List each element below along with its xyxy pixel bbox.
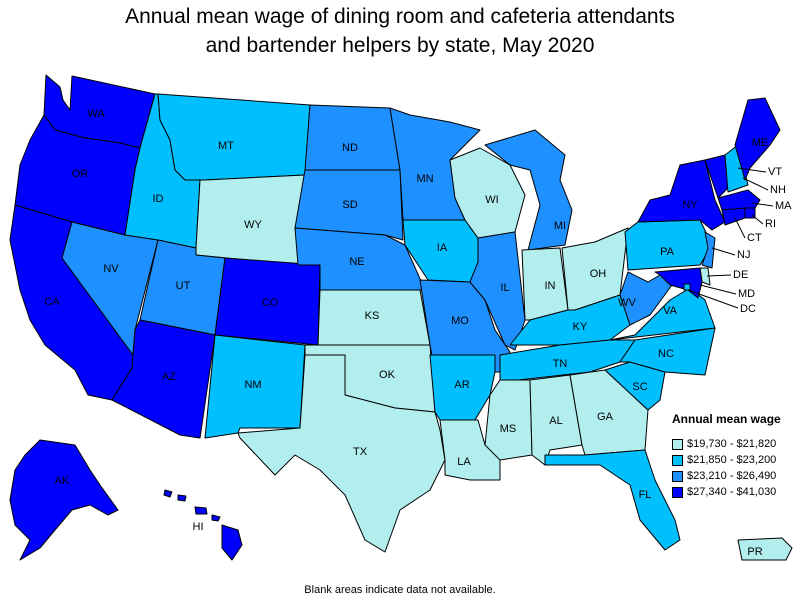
label-ri: RI [765, 218, 776, 230]
label-va: VA [663, 305, 678, 317]
state-az[interactable] [111, 319, 216, 439]
state-ma[interactable] [717, 189, 761, 211]
label-nc: NC [658, 348, 674, 360]
state-la[interactable] [439, 419, 501, 481]
legend-title: Annual mean wage [672, 412, 781, 426]
label-mi: MI [554, 220, 566, 232]
state-mi[interactable] [484, 129, 573, 251]
map-title-line-1: Annual mean wage of dining room and cafe… [125, 5, 675, 28]
state-nj[interactable] [701, 231, 716, 269]
state-nc[interactable] [619, 327, 716, 376]
label-il: IL [500, 282, 509, 294]
label-ca: CA [44, 296, 60, 308]
label-sc: SC [632, 381, 647, 393]
label-ma: MA [775, 200, 792, 212]
label-wa: WA [87, 108, 105, 120]
label-ne: NE [349, 256, 364, 268]
legend-item-4: $27,340 - $41,030 [672, 484, 800, 500]
legend-swatch-1 [672, 438, 683, 450]
state-hi[interactable] [163, 489, 243, 561]
label-mn: MN [416, 173, 433, 185]
state-nh[interactable] [724, 144, 749, 193]
label-sd: SD [342, 199, 357, 211]
label-or: OR [72, 168, 89, 180]
label-ms: MS [500, 423, 517, 435]
label-dc: DC [740, 303, 756, 315]
state-nd[interactable] [304, 104, 401, 171]
state-me[interactable] [734, 97, 781, 181]
map-title-line-2: and bartender helpers by state, May 2020 [205, 34, 595, 57]
label-in: IN [545, 280, 556, 292]
map-title: Annual mean wage of dining room and cafe… [0, 2, 800, 60]
label-nv: NV [103, 263, 119, 275]
state-ms[interactable] [484, 379, 533, 461]
label-md: MD [738, 288, 755, 300]
legend-item-2: $21,850 - $23,200 [672, 452, 800, 468]
state-mt[interactable] [157, 93, 311, 181]
label-ny: NY [682, 199, 698, 211]
state-sc[interactable] [604, 361, 666, 411]
label-nd: ND [342, 142, 358, 154]
legend-label-3: $23,210 - $26,490 [687, 470, 777, 482]
label-tx: TX [353, 446, 368, 458]
label-mt: MT [218, 140, 234, 152]
label-tn: TN [553, 358, 568, 370]
label-vt: VT [768, 166, 782, 178]
label-nh: NH [770, 184, 786, 196]
label-pa: PA [660, 246, 675, 258]
label-hi: HI [193, 521, 204, 533]
label-ar: AR [454, 379, 469, 391]
label-ks: KS [365, 310, 380, 322]
legend-item-1: $19,730 - $21,820 [672, 436, 800, 452]
label-wi: WI [485, 194, 498, 206]
label-wv: WV [618, 297, 636, 309]
state-dc[interactable] [683, 283, 691, 291]
legend-swatch-3 [672, 470, 683, 482]
footnote: Blank areas indicate data not available. [304, 584, 496, 596]
label-ky: KY [573, 321, 588, 333]
label-az: AZ [162, 371, 176, 383]
label-fl: FL [639, 489, 652, 501]
label-la: LA [457, 456, 471, 468]
label-wy: WY [244, 219, 262, 231]
state-ny[interactable] [637, 159, 726, 231]
state-ak[interactable] [9, 439, 119, 561]
label-de: DE [733, 269, 748, 281]
label-ga: GA [597, 411, 614, 423]
legend-swatch-2 [672, 454, 683, 466]
legend-item-3: $23,210 - $26,490 [672, 468, 800, 484]
state-pa[interactable] [624, 219, 713, 271]
state-labels: WA OR CA NV ID MT WY UT AZ CO NM ND SD N… [44, 108, 792, 558]
label-pr: PR [747, 546, 762, 558]
state-sd[interactable] [294, 169, 404, 241]
legend: Annual mean wage $19,730 - $21,820 $21,8… [672, 412, 800, 500]
label-ok: OK [379, 369, 396, 381]
label-nj: NJ [737, 249, 750, 261]
label-ia: IA [437, 242, 448, 254]
legend-label-1: $19,730 - $21,820 [687, 438, 777, 450]
label-ut: UT [176, 280, 191, 292]
state-il[interactable] [469, 231, 526, 351]
state-ct[interactable] [721, 207, 746, 226]
label-co: CO [262, 297, 279, 309]
state-pr[interactable] [737, 537, 793, 561]
label-id: ID [153, 193, 164, 205]
state-fl[interactable] [544, 449, 681, 551]
legend-swatch-4 [672, 486, 683, 498]
label-ct: CT [747, 232, 762, 244]
state-tx[interactable] [237, 354, 446, 553]
legend-label-4: $27,340 - $41,030 [687, 486, 777, 498]
label-oh: OH [590, 268, 607, 280]
legend-label-2: $21,850 - $23,200 [687, 454, 777, 466]
state-ar[interactable] [429, 354, 496, 421]
leader-lines [687, 167, 774, 309]
label-al: AL [549, 415, 562, 427]
label-nm: NM [244, 379, 261, 391]
label-me: ME [752, 137, 769, 149]
label-ak: AK [55, 475, 70, 487]
label-mo: MO [451, 315, 469, 327]
